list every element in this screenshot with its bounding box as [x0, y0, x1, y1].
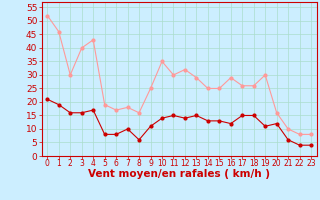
- X-axis label: Vent moyen/en rafales ( km/h ): Vent moyen/en rafales ( km/h ): [88, 169, 270, 179]
